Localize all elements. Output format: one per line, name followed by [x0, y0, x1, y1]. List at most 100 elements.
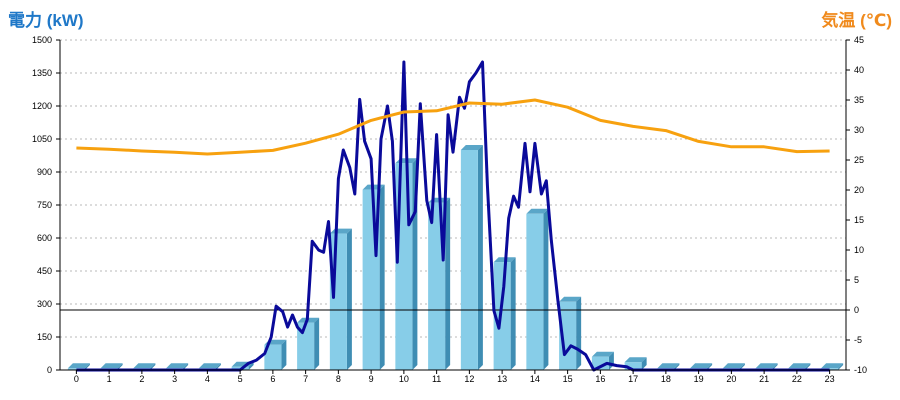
left-tick-label: 600: [37, 233, 52, 243]
left-tick-label: 0: [47, 365, 52, 375]
x-tick-label: 12: [464, 374, 474, 384]
x-tick-label: 7: [303, 374, 308, 384]
left-tick-label: 1500: [32, 35, 52, 45]
bar-side: [641, 357, 647, 370]
left-axis-title: 電力 (kW): [8, 11, 84, 30]
left-tick-label: 750: [37, 200, 52, 210]
bar-top: [198, 363, 221, 369]
bar-top: [67, 363, 90, 369]
bar-top: [690, 363, 713, 369]
bar-front: [460, 150, 478, 370]
bar-side: [183, 363, 189, 370]
left-tick-label: 1350: [32, 68, 52, 78]
bar-front: [526, 213, 544, 370]
bar-side: [379, 184, 385, 370]
line-series: [76, 60, 830, 372]
x-tick-label: 0: [74, 374, 79, 384]
right-tick-label: 5: [854, 275, 859, 285]
bar-front: [624, 362, 642, 370]
bar-side: [248, 361, 254, 370]
x-tick-label: 10: [399, 374, 409, 384]
right-tick-label: 0: [854, 305, 859, 315]
right-tick-label: -10: [854, 365, 867, 375]
bar-top: [722, 363, 745, 369]
x-tick-label: 22: [792, 374, 802, 384]
bar-side: [805, 363, 811, 370]
bar-side: [117, 363, 123, 370]
grid-lines: [60, 39, 846, 338]
right-tick-label: 30: [854, 125, 864, 135]
bar-side: [346, 228, 352, 370]
bar: [591, 351, 614, 370]
bar-top: [460, 145, 483, 150]
bar-front: [264, 344, 282, 370]
bar-side: [543, 208, 549, 370]
right-tick-label: 20: [854, 185, 864, 195]
x-tick-label: 18: [661, 374, 671, 384]
x-tick-label: 16: [595, 374, 605, 384]
bar-top: [755, 363, 778, 369]
bar-side: [150, 363, 156, 370]
bar-side: [674, 363, 680, 370]
x-tick-label: 20: [726, 374, 736, 384]
bar-side: [314, 317, 320, 370]
x-tick-label: 2: [139, 374, 144, 384]
bar-top: [624, 357, 647, 363]
axes: [56, 39, 850, 374]
bar-top: [788, 363, 811, 369]
right-axis-title: 気温 (℃): [821, 11, 892, 30]
x-tick-label: 5: [238, 374, 243, 384]
x-tick-label: 21: [759, 374, 769, 384]
left-tick-label: 300: [37, 299, 52, 309]
bar-front: [428, 202, 446, 370]
bar-side: [477, 145, 483, 370]
bar-side: [445, 197, 451, 370]
bar-front: [297, 322, 315, 370]
right-tick-label: 45: [854, 35, 864, 45]
bar-side: [707, 363, 713, 370]
left-tick-label: 900: [37, 167, 52, 177]
right-tick-label: 15: [854, 215, 864, 225]
bar-side: [510, 257, 516, 370]
x-tick-label: 13: [497, 374, 507, 384]
x-tick-label: 14: [530, 374, 540, 384]
bar-top: [166, 363, 189, 369]
bar: [624, 357, 647, 370]
bar: [329, 228, 352, 370]
bar-side: [739, 363, 745, 370]
bar: [821, 363, 844, 370]
bar-side: [576, 296, 582, 370]
bar-side: [215, 363, 221, 370]
bar-side: [281, 339, 287, 370]
x-tick-label: 6: [270, 374, 275, 384]
left-tick-label: 1200: [32, 101, 52, 111]
x-tick-label: 15: [563, 374, 573, 384]
left-tick-label: 150: [37, 332, 52, 342]
right-tick-label: 25: [854, 155, 864, 165]
bar-front: [821, 368, 839, 370]
right-tick-label: 35: [854, 95, 864, 105]
x-tick-label: 19: [694, 374, 704, 384]
bar-front: [395, 163, 413, 370]
bar: [297, 317, 320, 370]
right-tick-label: -5: [854, 335, 862, 345]
right-tick-label: 10: [854, 245, 864, 255]
bar-series: [67, 145, 844, 370]
bar-top: [526, 208, 549, 214]
x-tick-label: 4: [205, 374, 210, 384]
x-tick-label: 11: [432, 374, 441, 384]
bar-side: [838, 363, 844, 370]
x-tick-label: 1: [107, 374, 112, 384]
bar-front: [67, 368, 85, 370]
bar: [493, 257, 516, 370]
x-tick-label: 9: [369, 374, 374, 384]
x-tick-label: 3: [172, 374, 177, 384]
bar-top: [100, 363, 123, 369]
bar-side: [772, 363, 778, 370]
bar-top: [657, 363, 680, 369]
temperature-line: [76, 98, 830, 156]
bar-front: [329, 233, 347, 370]
x-tick-label: 8: [336, 374, 341, 384]
bar-top: [133, 363, 156, 369]
